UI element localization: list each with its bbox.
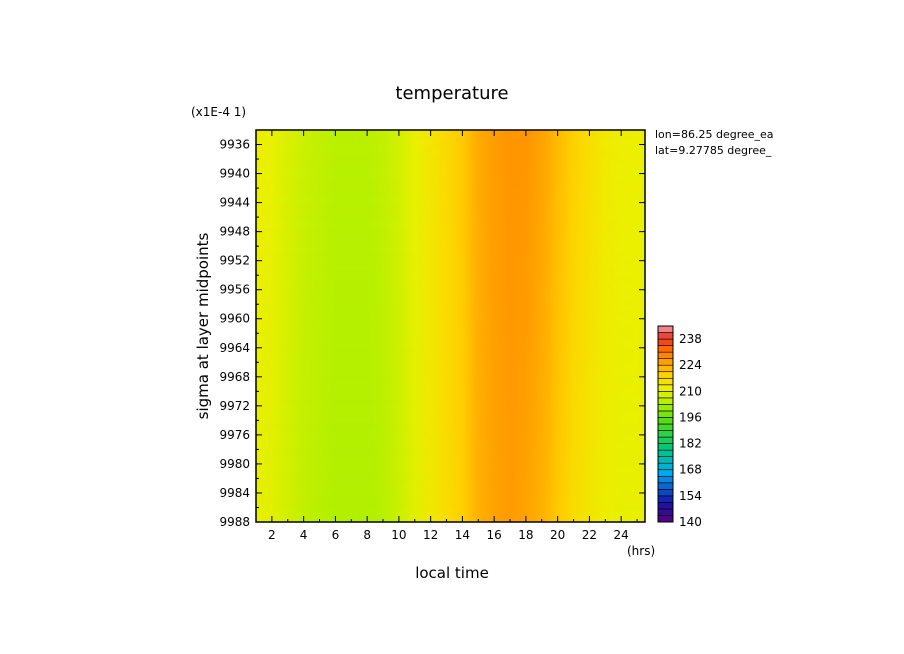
colorbar-level bbox=[657, 332, 674, 340]
y-tick-label: 9976 bbox=[219, 428, 250, 442]
colorbar-level bbox=[657, 351, 674, 359]
colorbar-level bbox=[657, 443, 674, 451]
x-tick-label: 8 bbox=[363, 528, 371, 542]
y-tick-label: 9972 bbox=[219, 399, 250, 413]
colorbar-tick-label: 210 bbox=[679, 384, 702, 398]
x-axis: 2 4 6 8 10 12 14 16 18 20 22 24 bbox=[255, 130, 638, 542]
colorbar-level bbox=[657, 338, 674, 346]
colorbar-tick-label: 168 bbox=[679, 463, 702, 477]
x-tick-label: 16 bbox=[487, 528, 502, 542]
x-tick-label: 6 bbox=[332, 528, 340, 542]
y-tick-label: 9936 bbox=[219, 138, 250, 152]
colorbar-level bbox=[657, 456, 674, 464]
colorbar-level bbox=[657, 417, 674, 425]
y-tick-label: 9964 bbox=[219, 341, 250, 355]
colorbar-level bbox=[657, 495, 674, 503]
colorbar-level bbox=[657, 482, 674, 490]
y-tick-label: 9968 bbox=[219, 370, 250, 384]
x-tick-label: 2 bbox=[268, 528, 276, 542]
colorbar-tick-label: 238 bbox=[679, 332, 702, 346]
x-tick-label: 12 bbox=[423, 528, 438, 542]
colorbar-level bbox=[657, 489, 674, 497]
chart-title: temperature bbox=[395, 83, 508, 104]
colorbar-level bbox=[657, 377, 674, 386]
colorbar-level bbox=[657, 325, 674, 333]
colorbar-level bbox=[657, 358, 674, 366]
x-tick-label: 20 bbox=[550, 528, 565, 542]
colorbar-level bbox=[657, 384, 674, 392]
x-tick-label: 10 bbox=[391, 528, 406, 542]
lon-annotation: lon=86.25 degree_ea bbox=[655, 128, 774, 141]
colorbar-level bbox=[657, 502, 674, 510]
colorbar-tick-label: 140 bbox=[679, 515, 702, 529]
y-tick-label: 9988 bbox=[219, 515, 250, 529]
y-tick-label: 9984 bbox=[219, 486, 250, 500]
x-axis-title: local time bbox=[415, 564, 489, 582]
colorbar-level bbox=[657, 371, 674, 379]
colorbar-level bbox=[657, 508, 674, 516]
colorbar-level bbox=[657, 423, 674, 431]
y-axis-title: sigma at layer midpoints bbox=[194, 232, 212, 419]
colorbar-level bbox=[657, 462, 674, 471]
x-tick-label: 24 bbox=[614, 528, 629, 542]
colorbar-tick-label: 182 bbox=[679, 437, 702, 451]
x-tick-label: 14 bbox=[455, 528, 470, 542]
colorbar-level bbox=[657, 345, 674, 353]
y-tick-label: 9948 bbox=[219, 225, 250, 239]
colorbar-level bbox=[657, 515, 674, 523]
y-tick-label: 9960 bbox=[219, 312, 250, 326]
y-tick-label: 9940 bbox=[219, 167, 250, 181]
colorbar-level bbox=[657, 397, 674, 405]
x-units-label: (hrs) bbox=[627, 544, 655, 558]
y-tick-label: 9944 bbox=[219, 196, 250, 210]
colorbar-level bbox=[657, 404, 674, 412]
colorbar-tick-label: 196 bbox=[679, 410, 702, 424]
y-tick-label: 9952 bbox=[219, 254, 250, 268]
colorbar-level bbox=[657, 430, 674, 438]
y-tick-label: 9980 bbox=[219, 457, 250, 471]
colorbar: 140 154 168 182 196 210 224 238 bbox=[657, 325, 702, 529]
colorbar-tick-label: 224 bbox=[679, 358, 702, 372]
x-tick-label: 4 bbox=[300, 528, 308, 542]
colorbar-level bbox=[657, 436, 674, 444]
colorbar-tick-label: 154 bbox=[679, 489, 702, 503]
colorbar-level bbox=[657, 475, 674, 484]
colorbar-frame bbox=[657, 325, 674, 523]
x-tick-label: 22 bbox=[582, 528, 597, 542]
colorbar-level bbox=[657, 391, 674, 399]
plot-area bbox=[255, 129, 646, 523]
plot-frame bbox=[255, 129, 646, 523]
field-top bbox=[256, 130, 645, 522]
lat-annotation: lat=9.27785 degree_ bbox=[655, 144, 772, 157]
colorbar-level bbox=[657, 410, 674, 418]
colorbar-level bbox=[657, 469, 674, 477]
colorbar-level bbox=[657, 449, 674, 457]
y-scale-note: (x1E-4 1) bbox=[191, 105, 246, 119]
x-tick-label: 18 bbox=[518, 528, 533, 542]
y-axis: 9936 9940 9944 9948 9952 9956 9960 9964 9968 9972… bbox=[219, 138, 645, 529]
y-tick-label: 9956 bbox=[219, 283, 250, 297]
colorbar-level bbox=[657, 364, 674, 373]
